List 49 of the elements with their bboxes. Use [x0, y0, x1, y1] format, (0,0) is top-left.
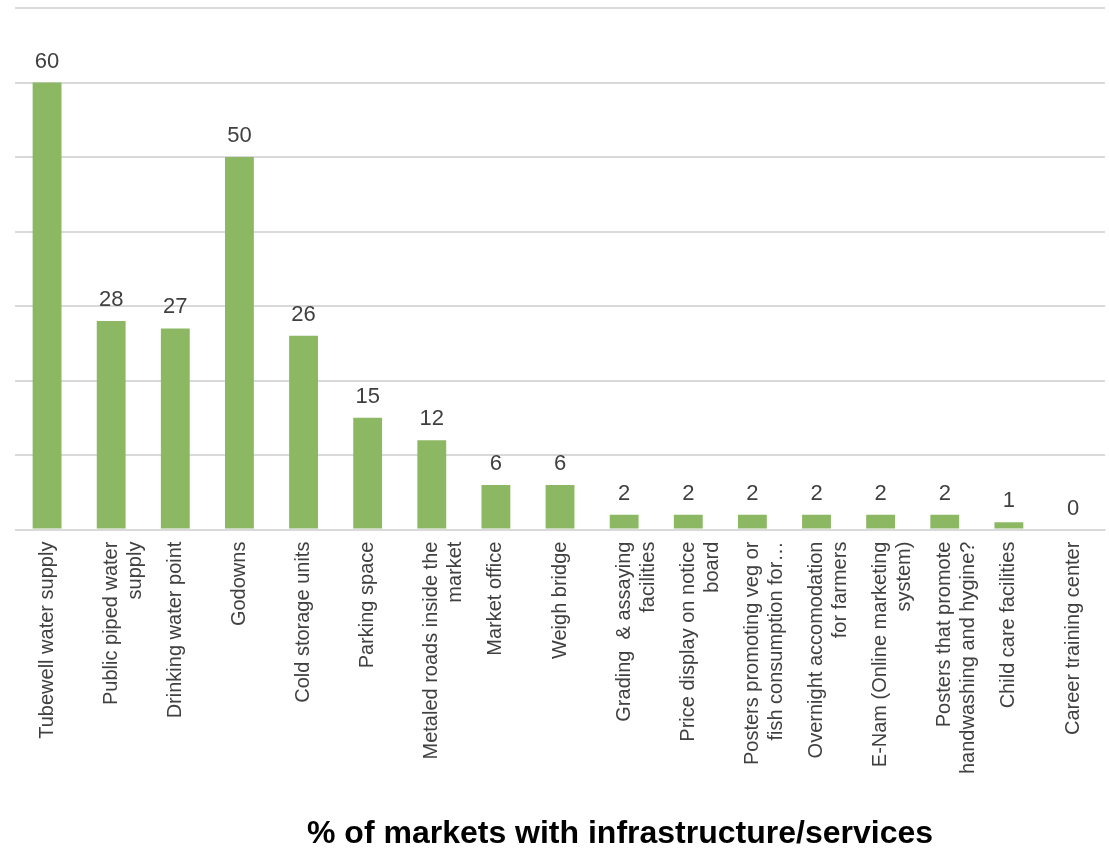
bar [32, 82, 62, 529]
data-label: 12 [419, 405, 445, 431]
x-tick-label: Career training center [1060, 541, 1083, 736]
data-label: 2 [682, 479, 695, 505]
x-tick-label: Metaled roads inside the market [419, 541, 466, 760]
x-tick-label: Child care facilities [996, 541, 1019, 709]
data-label: 60 [34, 47, 60, 73]
bar [994, 522, 1024, 529]
data-label: 2 [746, 479, 759, 505]
bar [737, 514, 767, 529]
bar [545, 484, 575, 529]
x-tick-label: Cold storage units [291, 541, 314, 703]
bar [802, 514, 831, 529]
x-tick-label: Public piped water supply [98, 541, 145, 706]
data-label: 6 [489, 449, 503, 475]
data-label: 50 [227, 122, 252, 148]
data-label: 26 [291, 300, 316, 326]
data-label: 1 [1002, 487, 1015, 513]
data-label: 2 [938, 479, 951, 505]
x-tick-label: Weigh bridge [547, 541, 570, 660]
x-tick-label: Posters that promote handwashing and hygine? [932, 541, 979, 775]
x-tick-label: E-Nam (Online marketing system) [868, 541, 915, 768]
data-label: 2 [874, 479, 887, 505]
bar [289, 335, 318, 529]
text: % of markets with infrastructure/services [306, 814, 934, 850]
bar [353, 417, 383, 529]
x-tick-label: Market office [483, 541, 506, 656]
bar [930, 514, 960, 529]
data-label: 27 [163, 293, 188, 319]
data-label: 2 [810, 479, 823, 505]
bar [417, 440, 447, 529]
data-label: 0 [1066, 494, 1080, 520]
x-tick-label: Tubewell water supply [34, 541, 57, 739]
bar [866, 514, 896, 529]
bar [481, 484, 511, 529]
x-tick-label: Posters promoting veg or fish consumption for… [739, 541, 786, 766]
data-label: 2 [618, 479, 631, 505]
bar [160, 328, 190, 529]
bar [225, 157, 254, 529]
x-tick-label: Parking space [355, 541, 378, 669]
data-label: 6 [553, 449, 567, 475]
bar [96, 320, 126, 529]
bar [673, 514, 703, 529]
data-label: 15 [355, 382, 380, 408]
x-tick-label: Drinking water point [162, 541, 185, 719]
x-tick-label: Godowns [226, 541, 249, 627]
data-label: 28 [98, 286, 124, 312]
x-tick-label: Grading & assaying facilities [611, 541, 658, 722]
bar [609, 514, 639, 529]
